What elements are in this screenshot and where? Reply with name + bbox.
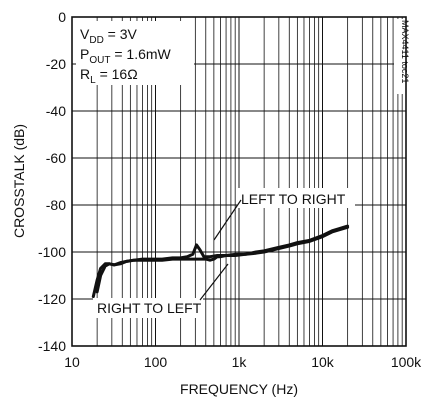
y-tick-label: -100 bbox=[38, 244, 66, 260]
y-axis-title: CROSSTALK (dB) bbox=[11, 124, 27, 238]
x-axis-title: FREQUENCY (Hz) bbox=[180, 381, 298, 397]
x-tick-label: 100 bbox=[144, 354, 168, 370]
x-tick-label: 10k bbox=[311, 354, 335, 370]
leader-right-to-left bbox=[199, 263, 229, 301]
tick-labels: 10 100 1k 10k 100k 0 -20 -40 -60 -80 -100 -120 -140 bbox=[38, 9, 422, 370]
annotation-left-to-right-backdrop bbox=[237, 188, 355, 208]
conditions-box bbox=[76, 21, 194, 85]
y-tick-label: -120 bbox=[38, 291, 66, 307]
leader-left-to-right bbox=[213, 199, 242, 241]
x-tick-label: 1k bbox=[232, 354, 248, 370]
part-number-backdrop bbox=[394, 19, 405, 94]
y-tick-label: -80 bbox=[46, 197, 66, 213]
x-tick-label: 100k bbox=[391, 354, 422, 370]
y-tick-label: -140 bbox=[38, 338, 66, 354]
y-tick-label: 0 bbox=[58, 9, 66, 25]
y-tick-label: -40 bbox=[46, 103, 66, 119]
annotation-left-to-right: LEFT TO RIGHT bbox=[241, 191, 346, 207]
series-line-2 bbox=[91, 225, 350, 299]
condition-rl: RL = 16Ω bbox=[80, 66, 138, 86]
condition-vdd: VDD = 3V bbox=[80, 26, 138, 46]
series-layer bbox=[91, 224, 350, 299]
annotation-right-to-left-backdrop bbox=[93, 298, 203, 318]
y-tick-label: -20 bbox=[46, 56, 66, 72]
plot-frame bbox=[71, 16, 407, 347]
part-number-label: MAX4411 toc21 bbox=[400, 20, 410, 83]
x-tick-label: 10 bbox=[64, 354, 80, 370]
y-tick-label: -60 bbox=[46, 150, 66, 166]
condition-pout: POUT = 1.6mW bbox=[80, 46, 172, 66]
annotation-right-to-left: RIGHT TO LEFT bbox=[97, 300, 202, 316]
